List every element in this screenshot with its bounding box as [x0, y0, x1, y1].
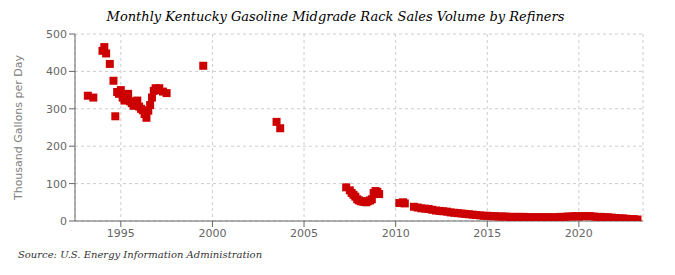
svg-text:2000: 2000: [198, 227, 226, 240]
svg-text:300: 300: [46, 103, 67, 116]
svg-text:Thousand Gallons per Day: Thousand Gallons per Day: [12, 54, 25, 201]
svg-text:2020: 2020: [565, 227, 593, 240]
svg-text:100: 100: [46, 178, 67, 191]
svg-text:1995: 1995: [107, 227, 135, 240]
svg-text:0: 0: [60, 215, 67, 228]
svg-text:400: 400: [46, 65, 67, 78]
svg-text:500: 500: [46, 28, 67, 41]
html-text:Source: U.S. Energy Informatio: Source: U.S. Energy Information Administ…: [18, 249, 263, 260]
svg-text:2005: 2005: [290, 227, 318, 240]
svg-text:200: 200: [46, 140, 67, 153]
svg-text:2010: 2010: [382, 227, 410, 240]
html-text:Monthly Kentucky Gasoline Midg: Monthly Kentucky Gasoline Midgrade Rack …: [106, 9, 565, 24]
svg-text:2015: 2015: [473, 227, 501, 240]
